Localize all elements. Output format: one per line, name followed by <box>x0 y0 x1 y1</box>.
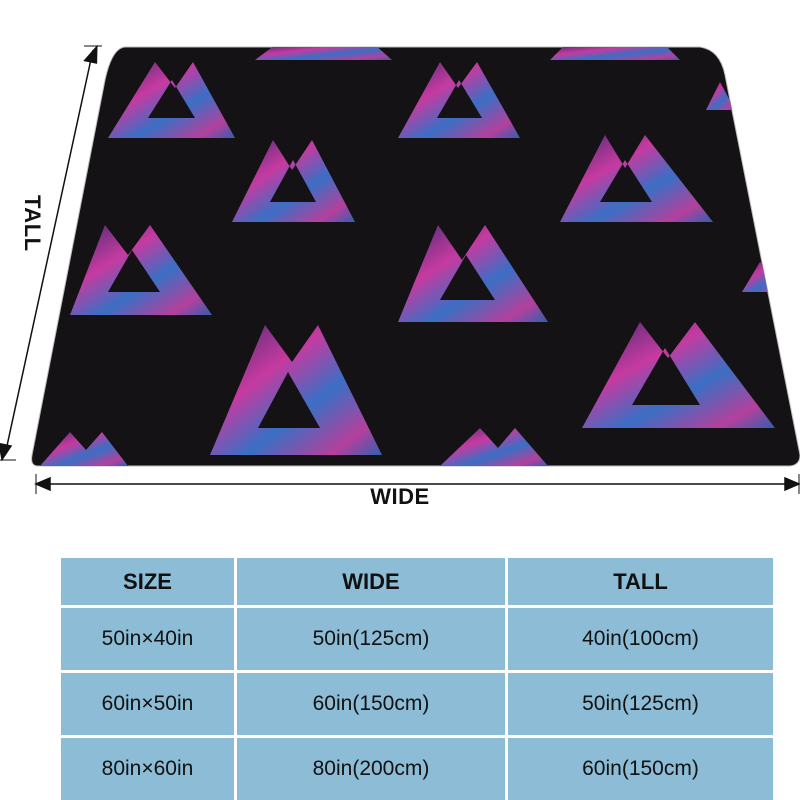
cell-wide: 60in(150cm) <box>237 673 505 735</box>
cell-size: 80in×60in <box>61 738 234 800</box>
cell-size: 50in×40in <box>61 608 234 670</box>
header-wide: WIDE <box>237 558 505 605</box>
header-size: SIZE <box>61 558 234 605</box>
table-row: 80in×60in 80in(200cm) 60in(150cm) <box>61 738 773 800</box>
tall-label: TALL <box>20 195 45 252</box>
wide-dimension-arrow <box>34 474 800 494</box>
cell-wide: 80in(200cm) <box>237 738 505 800</box>
tall-dimension-arrow <box>0 44 102 462</box>
cell-tall: 40in(100cm) <box>508 608 773 670</box>
cell-tall: 60in(150cm) <box>508 738 773 800</box>
cell-wide: 50in(125cm) <box>237 608 505 670</box>
blanket-illustration <box>0 44 800 494</box>
cell-size: 60in×50in <box>61 673 234 735</box>
wide-label: WIDE <box>370 484 430 509</box>
table-row: 60in×50in 60in(150cm) 50in(125cm) <box>61 673 773 735</box>
table-row: 50in×40in 50in(125cm) 40in(100cm) <box>61 608 773 670</box>
cell-tall: 50in(125cm) <box>508 673 773 735</box>
table-header-row: SIZE WIDE TALL <box>61 558 773 605</box>
size-table: SIZE WIDE TALL 50in×40in 50in(125cm) 40i… <box>61 558 773 800</box>
header-tall: TALL <box>508 558 773 605</box>
